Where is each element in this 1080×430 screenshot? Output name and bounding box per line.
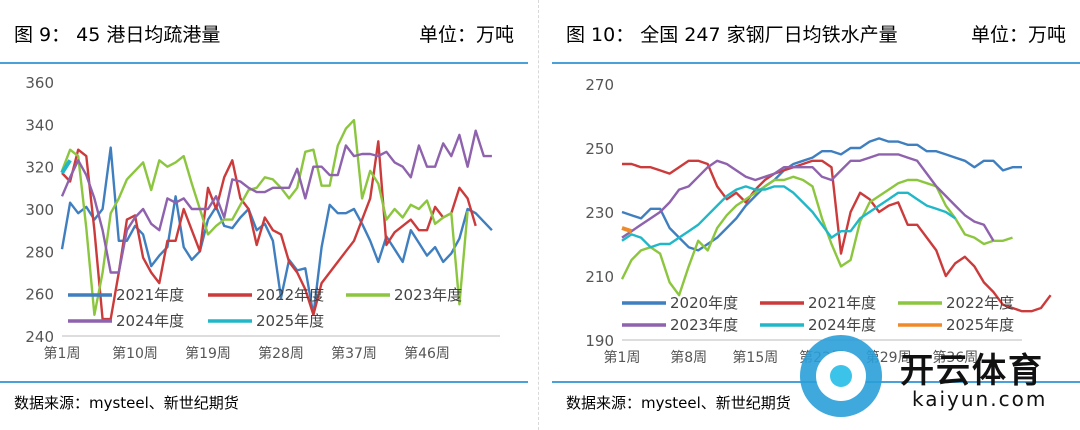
legend-label: 2020年度: [670, 294, 738, 312]
watermark-text-cn: 开云体育: [900, 351, 1044, 391]
legend-label: 2023年度: [670, 316, 738, 334]
x-tick-label: 第1周: [44, 345, 81, 362]
series-line: [60, 129, 492, 274]
x-tick-label: 第1周: [604, 349, 641, 366]
y-tick-label: 190: [585, 332, 614, 350]
legend-label: 2024年度: [116, 312, 184, 330]
chart-footer: 数据来源：mysteel、新世纪期货: [0, 381, 528, 425]
unit-label: 单位：万吨: [970, 24, 1066, 46]
unit-label: 单位：万吨: [418, 24, 514, 46]
chart-plot-2: 190210230250270第1周第8周第15周第22周第29周第36周202…: [585, 76, 1052, 366]
source-label: 数据来源：mysteel、新世纪期货: [566, 394, 791, 412]
watermark-logo: 开云体育 kaiyun.com: [800, 335, 1070, 425]
chart-title: 图 9： 45 港日均疏港量: [14, 24, 221, 46]
series-line: [60, 118, 469, 317]
y-tick-label: 230: [585, 204, 614, 222]
x-tick-label: 第28周: [258, 345, 304, 362]
series-line: [621, 185, 956, 249]
panel-divider: [538, 0, 539, 430]
x-tick-label: 第15周: [732, 349, 778, 366]
legend-label: 2022年度: [256, 286, 324, 304]
y-tick-label: 300: [25, 201, 54, 219]
chart-title: 图 10： 全国 247 家钢厂日均铁水产量: [566, 24, 898, 46]
series-line: [620, 175, 1013, 297]
x-tick-label: 第8周: [670, 349, 707, 366]
chart-header: 图 9： 45 港日均疏港量 单位：万吨: [0, 0, 528, 64]
series-line: [61, 140, 477, 321]
chart-panel-1: 图 9： 45 港日均疏港量 单位：万吨 240 260 280 300 320 340 3…: [0, 0, 528, 430]
legend-label: 2021年度: [808, 294, 876, 312]
y-tick-label: 270: [585, 76, 614, 94]
legend-label: 2024年度: [808, 316, 876, 334]
y-tick-label: 320: [25, 159, 54, 177]
y-tick-label: 260: [25, 286, 54, 304]
x-tick-label: 第37周: [331, 345, 377, 362]
series-line: [621, 137, 1022, 252]
y-tick-label: 360: [25, 74, 54, 92]
chart-header: 图 10： 全国 247 家钢厂日均铁水产量 单位：万吨: [552, 0, 1080, 64]
chart-plot-1: 240 260 280 300 320 340 360 第1周 第10周 第19周 第28周 第37周…: [25, 74, 500, 362]
series-line: [60, 159, 72, 175]
ball-icon: [830, 365, 852, 387]
watermark-text-en: kaiyun.com: [912, 387, 1048, 411]
source-label: 数据来源：mysteel、新世纪期货: [14, 394, 239, 412]
x-tick-label: 第10周: [112, 345, 158, 362]
x-tick-label: 第46周: [404, 345, 450, 362]
legend-label: 2023年度: [394, 286, 462, 304]
y-tick-label: 340: [25, 116, 54, 134]
series-line: [621, 153, 995, 242]
x-tick-label: 第36周: [932, 349, 978, 366]
x-tick-label: 第19周: [185, 345, 231, 362]
y-tick-label: 210: [585, 268, 614, 286]
legend-label: 2025年度: [946, 316, 1014, 334]
y-tick-label: 280: [25, 243, 54, 261]
legend-label: 2021年度: [116, 286, 184, 304]
y-tick-label: 250: [585, 140, 614, 158]
y-tick-label: 240: [25, 328, 54, 346]
legend-label: 2022年度: [946, 294, 1014, 312]
series-line: [622, 159, 1052, 313]
series-line: [621, 226, 633, 234]
legend-label: 2025年度: [256, 312, 324, 330]
series-line: [60, 146, 493, 317]
